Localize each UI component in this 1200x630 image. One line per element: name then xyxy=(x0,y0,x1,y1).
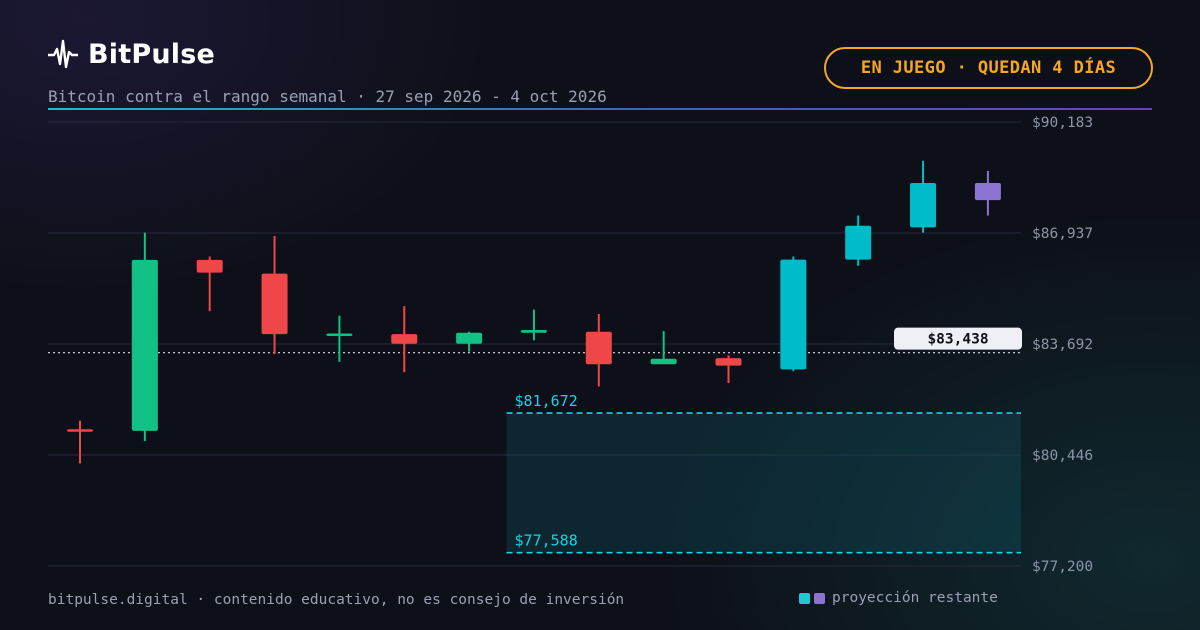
candle-body xyxy=(585,331,612,365)
candle-body xyxy=(715,358,742,366)
y-tick-label: $90,183 xyxy=(1032,115,1093,131)
candle-body xyxy=(845,225,872,260)
status-badge: EN JUEGO · QUEDAN 4 DÍAS xyxy=(824,47,1153,89)
candle-body xyxy=(67,429,93,432)
chart-subtitle: Bitcoin contra el rango semanal · 27 sep… xyxy=(48,87,607,106)
pulse-icon xyxy=(48,38,78,70)
brand-name: BitPulse xyxy=(88,38,215,70)
candle-body xyxy=(780,259,807,370)
range-zone xyxy=(506,413,1021,553)
y-tick-label: $86,937 xyxy=(1032,226,1093,242)
legend: proyección restante xyxy=(799,590,998,606)
candle-body xyxy=(910,182,937,228)
brand: BitPulse xyxy=(48,38,215,70)
range-upper-label: $81,672 xyxy=(515,392,578,410)
candle-body xyxy=(391,334,418,344)
current-price-label: $83,438 xyxy=(927,332,988,348)
y-tick-label: $77,200 xyxy=(1032,559,1093,575)
candle-body xyxy=(974,182,1001,201)
candle-body xyxy=(326,333,353,336)
legend-swatch-projection xyxy=(799,592,810,604)
legend-label: proyección restante xyxy=(832,590,998,606)
candle-body xyxy=(261,273,288,335)
legend-swatch-projection-last xyxy=(814,592,825,604)
candle-body xyxy=(456,332,483,344)
y-tick-label: $80,446 xyxy=(1032,448,1093,464)
candle-body xyxy=(196,259,223,273)
current-price-tag xyxy=(894,327,1022,350)
y-tick-label: $83,692 xyxy=(1032,337,1093,353)
candle-body xyxy=(131,259,158,431)
footer-disclaimer: bitpulse.digital · contenido educativo, … xyxy=(48,592,625,608)
candle-body xyxy=(520,330,547,333)
header-divider xyxy=(48,108,1152,110)
range-lower-label: $77,588 xyxy=(515,532,578,550)
candle-body xyxy=(650,358,677,365)
